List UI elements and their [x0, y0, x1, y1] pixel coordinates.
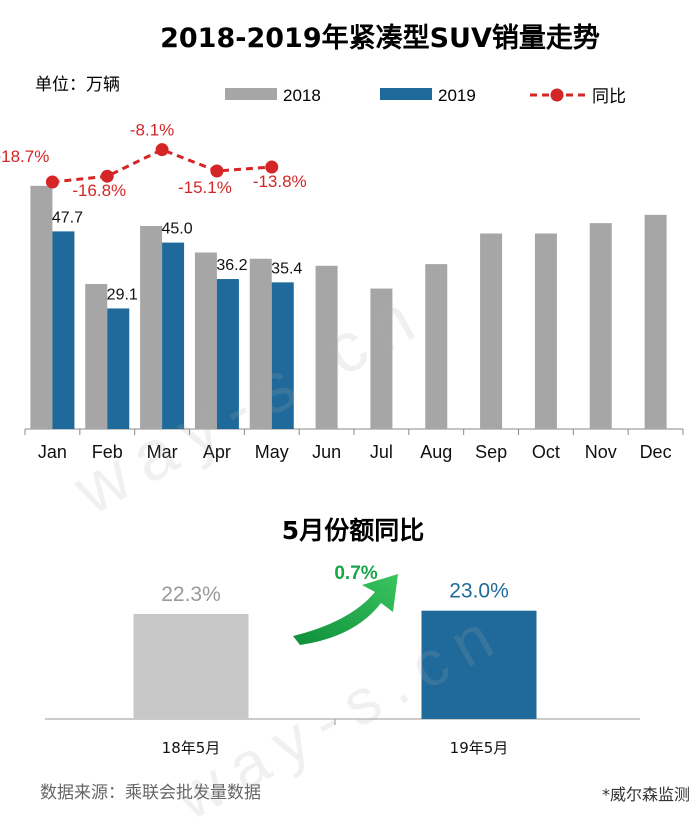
legend-label-2019: 2019 [438, 86, 476, 105]
legend-label-yoy: 同比 [592, 87, 626, 107]
sales-bar-chart: 47.7 Jan 29.1 Feb 45.0 Mar 36.2 Apr 35.4 May Jun Ju… [24, 185, 684, 462]
bar-2019-mar [162, 242, 185, 429]
x-tick-label-nov: Nov [585, 442, 617, 462]
yoy-marker-mar [155, 143, 169, 157]
yoy-label-apr: -15.1% [178, 178, 232, 197]
source-note: 数据来源：乘联会批发量数据 [40, 783, 261, 803]
share-category-label-1: 19年5月 [450, 739, 509, 757]
legend-swatch-2018 [225, 88, 277, 100]
bar-2018-apr [194, 252, 217, 429]
yoy-line-path [52, 148, 272, 184]
x-tick-label-jul: Jul [370, 442, 393, 462]
yoy-marker-apr [210, 164, 224, 178]
legend: 2018 2019 同比 [225, 86, 626, 107]
x-tick-label-oct: Oct [532, 442, 560, 462]
legend-label-2018: 2018 [283, 86, 321, 105]
share-value-label-0: 22.3% [161, 583, 221, 606]
data-label-2019-mar: 45.0 [162, 221, 193, 238]
growth-arrow-icon [293, 574, 398, 645]
share-change-label: 0.7% [334, 563, 377, 584]
bar-2019-feb [107, 308, 130, 429]
data-label-2019-may: 35.4 [271, 260, 302, 277]
legend-swatch-2019 [380, 88, 432, 100]
share-bar-1 [421, 610, 537, 719]
bar-2018-aug [425, 264, 448, 429]
bar-2018-sep [480, 233, 503, 429]
x-tick-label-dec: Dec [640, 442, 672, 462]
bar-2018-dec [644, 214, 667, 429]
x-tick-label-jan: Jan [38, 442, 67, 462]
yoy-label-jan: -18.7% [0, 147, 49, 166]
x-tick-label-aug: Aug [420, 442, 452, 462]
bar-2018-oct [534, 233, 557, 429]
share-value-label-1: 23.0% [449, 580, 509, 603]
bar-2018-may [249, 258, 272, 429]
x-tick-label-sep: Sep [475, 442, 507, 462]
yoy-label-may: -13.8% [253, 172, 307, 191]
x-tick-label-feb: Feb [92, 442, 123, 462]
yoy-marker-feb [100, 169, 114, 183]
x-tick-label-apr: Apr [203, 442, 231, 462]
unit-label: 单位：万辆 [35, 75, 120, 95]
bar-2018-mar [140, 226, 163, 429]
yoy-marker-jan [45, 175, 59, 189]
bar-2019-apr [216, 279, 239, 429]
share-bar-chart: 22.3% 18年5月 23.0% 19年5月 0.7% [45, 563, 640, 757]
bar-2018-jan [30, 185, 53, 429]
share-bar-0 [133, 614, 249, 719]
legend-marker-yoy [550, 88, 564, 102]
bar-2018-jul [370, 288, 393, 429]
data-label-2019-feb: 29.1 [107, 286, 138, 303]
data-label-2019-apr: 36.2 [216, 257, 247, 274]
yoy-marker-may [265, 160, 279, 174]
share-chart-title: 5月份额同比 [282, 516, 424, 545]
bar-2019-jan [52, 231, 75, 429]
credit-note: *威尔森监测 [602, 785, 690, 804]
share-category-label-0: 18年5月 [162, 739, 221, 757]
yoy-label-mar: -8.1% [130, 121, 174, 140]
yoy-line-series: -18.7% -16.8% -8.1% -15.1% -13.8% [0, 121, 307, 201]
bar-2018-feb [85, 284, 108, 429]
x-tick-label-mar: Mar [147, 442, 178, 462]
bar-2018-nov [589, 223, 612, 429]
chart-title: 2018-2019年紧凑型SUV销量走势 [160, 22, 600, 54]
yoy-label-feb: -16.8% [72, 181, 126, 200]
x-tick-label-jun: Jun [312, 442, 341, 462]
data-label-2019-jan: 47.7 [52, 209, 83, 226]
bar-2018-jun [315, 265, 338, 429]
chart-canvas: 2018-2019年紧凑型SUV销量走势 单位：万辆 2018 2019 同比 … [0, 22, 690, 804]
x-tick-label-may: May [255, 442, 289, 462]
bar-2019-may [271, 282, 294, 429]
